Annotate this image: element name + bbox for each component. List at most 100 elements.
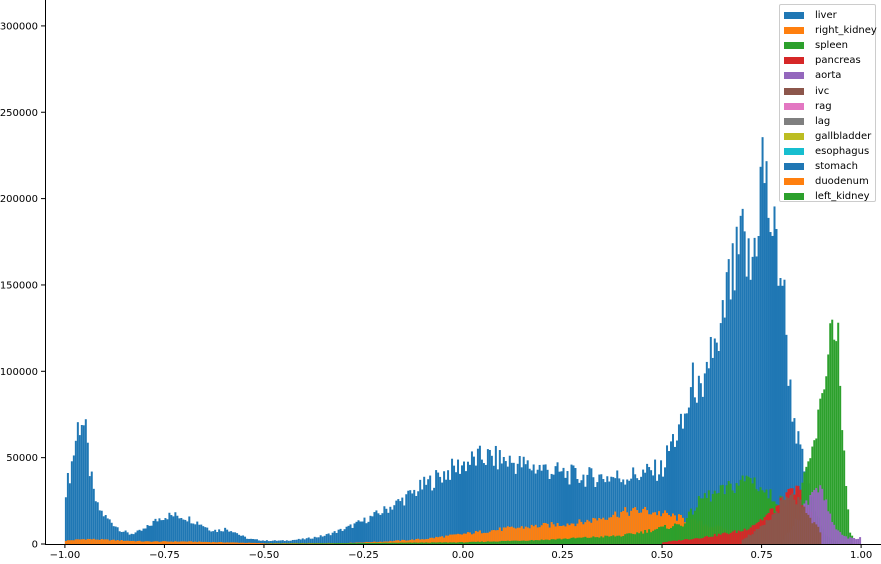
histogram-bar — [334, 531, 336, 544]
histogram-bar — [326, 534, 328, 544]
histogram-bar — [465, 542, 467, 544]
legend-item-liver: liver — [784, 8, 875, 23]
histogram-bar — [642, 534, 644, 544]
histogram-bar — [437, 473, 439, 544]
histogram-bar — [791, 493, 793, 544]
histogram-bar — [381, 513, 383, 544]
histogram-bar — [170, 541, 172, 544]
histogram-bar — [787, 498, 789, 544]
histogram-bar — [463, 534, 465, 544]
histogram-bar — [453, 542, 455, 544]
histogram-bar — [688, 540, 690, 544]
histogram-bar — [779, 500, 781, 544]
histogram-bar — [545, 540, 547, 544]
histogram-bar — [387, 543, 389, 544]
histogram-bar — [180, 541, 182, 544]
histogram-bar — [373, 512, 375, 544]
histogram-bar — [543, 540, 545, 544]
histogram-bar — [807, 515, 809, 544]
histogram-bar — [99, 510, 101, 544]
histogram-bar — [69, 483, 71, 544]
histogram-bar — [431, 490, 433, 544]
histogram-bar — [403, 543, 405, 544]
histogram-bar — [162, 520, 164, 544]
histogram-bar — [407, 543, 409, 544]
histogram-bar — [738, 531, 740, 544]
histogram-bar — [662, 542, 664, 544]
histogram-bar — [537, 540, 539, 544]
histogram-bar — [525, 541, 527, 544]
histogram-bar — [196, 522, 198, 544]
histogram-bar — [184, 541, 186, 544]
histogram-bar — [238, 543, 240, 544]
histogram-bar — [559, 539, 561, 544]
histogram-bar — [375, 510, 377, 544]
histogram-bar — [322, 543, 324, 544]
histogram-bar — [529, 541, 531, 544]
histogram-bar — [164, 518, 166, 544]
histogram-bar — [129, 541, 131, 544]
histogram-bar — [696, 538, 698, 544]
histogram-bar — [244, 543, 246, 544]
x-tick-label: 0.50 — [651, 550, 673, 560]
histogram-bar — [805, 513, 807, 544]
histogram-bar — [809, 518, 811, 544]
histogram-bar — [831, 522, 833, 544]
histogram-bar — [553, 539, 555, 544]
histogram-bar — [672, 541, 674, 544]
histogram-bar — [813, 522, 815, 544]
histogram-bar — [425, 542, 427, 544]
histogram-bar — [395, 501, 397, 544]
histogram-bar — [694, 538, 696, 544]
histogram-bar — [373, 543, 375, 544]
histogram-bar — [762, 525, 764, 544]
histogram-bar — [437, 542, 439, 544]
histogram-bar — [592, 536, 594, 544]
histogram-bar — [350, 524, 352, 544]
histogram-bar — [481, 460, 483, 544]
histogram-bar — [250, 543, 252, 544]
histogram-bar — [178, 542, 180, 544]
histogram-bar — [166, 519, 168, 544]
histogram-bar — [744, 538, 746, 544]
histogram-bar — [164, 541, 166, 544]
histogram-bar — [348, 543, 350, 544]
histogram-bar — [652, 531, 654, 544]
histogram-bar — [254, 543, 256, 544]
histogram-bar — [825, 499, 827, 544]
histogram-bar — [252, 543, 254, 544]
histogram-bar — [742, 540, 744, 544]
histogram-bar — [708, 537, 710, 544]
histogram-bar — [133, 541, 135, 544]
histogram-bar — [829, 323, 831, 544]
histogram-bar — [326, 543, 328, 544]
histogram-bar — [433, 542, 435, 544]
histogram-bar — [829, 514, 831, 544]
histogram-bar — [352, 528, 354, 544]
legend-swatch — [784, 133, 804, 140]
histogram-bar — [608, 537, 610, 544]
histogram-bar — [425, 485, 427, 544]
histogram-bar — [419, 480, 421, 544]
histogram-bar — [778, 513, 780, 544]
histogram-bar — [399, 543, 401, 544]
histogram-bar — [732, 532, 734, 544]
histogram-bar — [83, 539, 85, 544]
histogram-bar — [306, 543, 308, 544]
histogram-bar — [399, 501, 401, 544]
histogram-bar — [363, 518, 365, 544]
histogram-bar — [73, 455, 75, 544]
histogram-bar — [262, 543, 264, 544]
histogram-bar — [752, 534, 754, 544]
histogram-bar — [487, 541, 489, 544]
y-tick-label: 150000 — [0, 280, 38, 291]
histogram-bar — [236, 543, 238, 544]
histogram-bar — [622, 536, 624, 544]
histogram-bar — [228, 542, 230, 544]
histogram-bar — [107, 539, 109, 544]
histogram-bar — [119, 541, 121, 544]
histogram-bar — [298, 543, 300, 544]
histogram-bar — [443, 542, 445, 544]
histogram-bar — [174, 512, 176, 544]
